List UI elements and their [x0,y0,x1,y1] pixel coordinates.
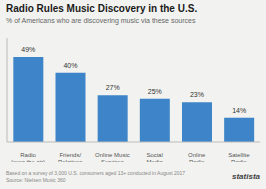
svg-text:OnlineRadio: OnlineRadio [188,152,206,162]
html-text:Radio Rules Music Discovery in: Radio Rules Music Discovery in the U.S. [6,3,198,14]
svg-text:25%: 25% [148,88,162,95]
svg-text:14%: 14% [232,107,246,114]
svg-text:Radio(over the air): Radio(over the air) [11,152,45,162]
html-text:Source: Nielsen Music 360: Source: Nielsen Music 360 [6,177,66,183]
svg-text:SatelliteRadio: SatelliteRadio [228,152,250,162]
svg-text:SocialMedia: SocialMedia [146,152,163,162]
svg-text:Friends/Relatives: Friends/Relatives [58,152,83,162]
svg-text:23%: 23% [190,91,204,98]
html-text:% of Americans who are discove: % of Americans who are discovering music… [6,17,196,24]
svg-text:49%: 49% [21,46,35,53]
html-text:statista: statista [232,172,260,181]
svg-text:Online MusicServices: Online MusicServices [95,152,130,162]
svg-text:40%: 40% [63,62,77,69]
html-text:Based on a survey of 3,000 U.S: Based on a survey of 3,000 U.S. consumer… [6,170,186,176]
svg-text:27%: 27% [106,84,120,91]
